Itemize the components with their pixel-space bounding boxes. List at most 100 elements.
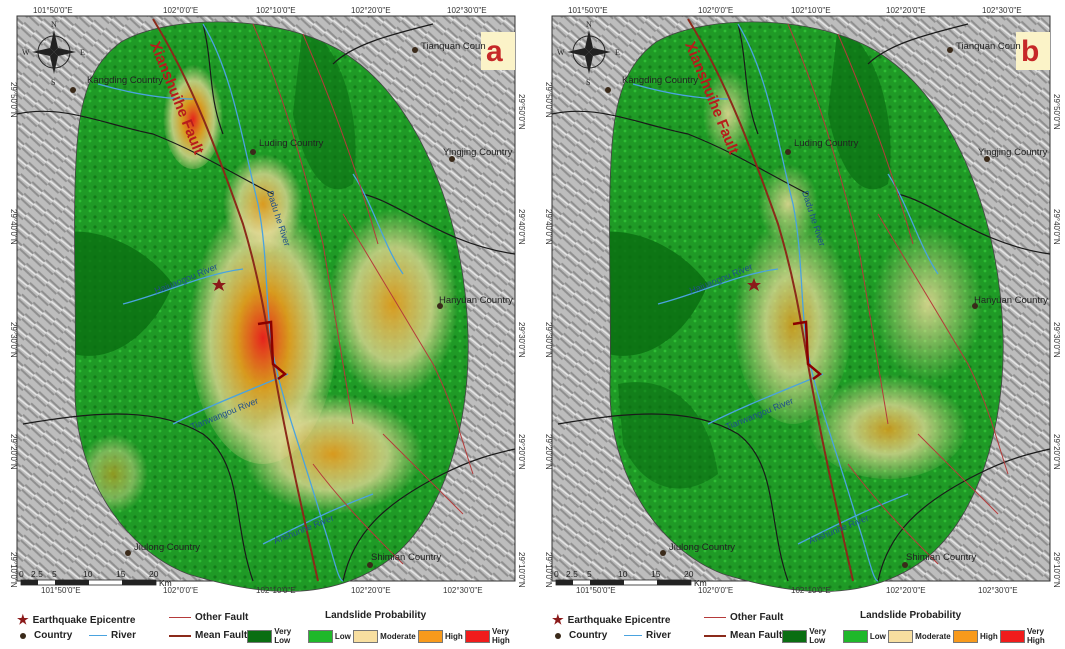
top-ticks: 101°50'0"E 102°0'0"E 102°10'0"E 102°20'0… — [568, 6, 1022, 15]
swatch-low — [842, 629, 868, 643]
svg-text:102°10'0"E: 102°10'0"E — [791, 586, 831, 595]
faults — [687, 18, 1009, 582]
svg-text:0: 0 — [554, 569, 559, 579]
left-ticks: 29°50'0"N 29°40'0"N 29°30'0"N 29°20'0"N … — [544, 82, 553, 588]
svg-text:101°50'0"E: 101°50'0"E — [33, 6, 73, 15]
dot-icon — [555, 632, 561, 639]
legend-probability-title: Landslide Probability — [325, 610, 427, 621]
svg-text:15: 15 — [651, 569, 661, 579]
faults — [152, 18, 474, 582]
mean-fault-line-icon — [704, 634, 726, 637]
legend-epicentre: ★ Earthquake Epicentre — [17, 612, 136, 627]
svg-text:29°20'0"N: 29°20'0"N — [544, 434, 553, 470]
svg-text:101°50'0"E: 101°50'0"E — [576, 586, 616, 595]
compass-e: E — [80, 48, 85, 57]
place-kangding: Kangding Country — [622, 75, 698, 86]
compass-s: S — [586, 78, 590, 87]
swatch-moderate — [887, 629, 914, 643]
place-yingjing: Yingjing Country — [978, 147, 1048, 158]
svg-text:29°30'0"N: 29°30'0"N — [517, 322, 526, 358]
legend-other-fault: Other Fault — [169, 612, 248, 623]
swatch-high — [952, 629, 978, 643]
place-kangding: Kangding Country — [87, 75, 163, 86]
svg-text:29°20'0"N: 29°20'0"N — [9, 434, 18, 470]
svg-text:0: 0 — [19, 569, 24, 579]
other-fault-line-icon — [704, 617, 726, 618]
legend-probability-classes: Very Low Low Moderate High Very High — [782, 627, 1062, 645]
legend-epicentre: ★ Earthquake Epicentre — [552, 612, 671, 627]
panel-label: a — [486, 35, 503, 68]
svg-text:102°30'0"E: 102°30'0"E — [978, 586, 1018, 595]
place-markers: Tianquan Coun Kangding Country Luding Co… — [70, 41, 513, 568]
dot-icon — [20, 632, 26, 639]
bottom-ticks: 101°50'0"E 102°0'0"E 102°10'0"E 102°20'0… — [576, 586, 1018, 595]
swatch-low — [307, 629, 333, 643]
svg-text:102°20'0"E: 102°20'0"E — [886, 586, 926, 595]
county-boundaries — [16, 23, 516, 582]
svg-text:29°30'0"N: 29°30'0"N — [1052, 322, 1061, 358]
svg-text:102°30'0"E: 102°30'0"E — [982, 6, 1022, 15]
svg-text:20: 20 — [684, 569, 694, 579]
legend-country: Country — [552, 630, 607, 641]
svg-text:5: 5 — [587, 569, 592, 579]
svg-text:102°0'0"E: 102°0'0"E — [163, 6, 198, 15]
river-line-icon — [89, 635, 107, 636]
place-markers: Tianquan Coun Kangding Country Luding Co… — [605, 41, 1048, 568]
legend-b: ★ Earthquake Epicentre Country River Oth… — [538, 608, 1062, 648]
svg-text:29°10'0"N: 29°10'0"N — [9, 552, 18, 588]
svg-text:102°30'0"E: 102°30'0"E — [443, 586, 483, 595]
right-ticks: 29°50'0"N 29°40'0"N 29°30'0"N 29°20'0"N … — [517, 94, 526, 588]
legend-river: River — [624, 630, 671, 641]
svg-text:29°40'0"N: 29°40'0"N — [544, 209, 553, 245]
svg-text:2.5: 2.5 — [31, 569, 43, 579]
legend-mean-fault: Mean Fault — [169, 630, 247, 641]
svg-text:102°20'0"E: 102°20'0"E — [351, 6, 391, 15]
compass-n: N — [586, 20, 592, 29]
epicentre-marker — [747, 278, 761, 291]
map-svg-a: N S W E a Xianshuihe Fault Tianquan Coun… — [9, 6, 526, 595]
legend-country: Country — [17, 630, 72, 641]
epicentre-marker — [212, 278, 226, 291]
legend-probability-classes: Very Low Low Moderate High Very High — [247, 627, 527, 645]
scale-bar: 0 2.5 5 10 15 20 Km — [554, 569, 707, 588]
legend-mean-fault: Mean Fault — [704, 630, 782, 641]
svg-text:Km: Km — [159, 578, 172, 588]
svg-text:29°10'0"N: 29°10'0"N — [517, 552, 526, 588]
place-hanyuan: Hanyuan Country — [974, 295, 1048, 306]
compass-w: W — [22, 48, 30, 57]
legend-a: ★ Earthquake Epicentre Country River Oth… — [3, 608, 527, 648]
place-jiulong: Jiulong Country — [134, 542, 200, 553]
svg-text:102°20'0"E: 102°20'0"E — [351, 586, 391, 595]
map-panel-a: N S W E a Xianshuihe Fault Tianquan Coun… — [3, 4, 527, 646]
place-tianquan: Tianquan Coun — [421, 41, 486, 52]
svg-text:102°10'0"E: 102°10'0"E — [791, 6, 831, 15]
svg-text:29°50'0"N: 29°50'0"N — [517, 94, 526, 130]
svg-text:29°30'0"N: 29°30'0"N — [9, 322, 18, 358]
svg-text:29°20'0"N: 29°20'0"N — [1052, 434, 1061, 470]
svg-text:29°50'0"N: 29°50'0"N — [1052, 94, 1061, 130]
place-yingjing: Yingjing Country — [443, 147, 513, 158]
swatch-very-low — [782, 629, 808, 643]
svg-text:102°20'0"E: 102°20'0"E — [886, 6, 926, 15]
place-shimian: Shimian Country — [371, 552, 441, 563]
place-shimian: Shimian Country — [906, 552, 976, 563]
probability-surface — [609, 21, 1004, 592]
place-jiulong: Jiulong Country — [669, 542, 735, 553]
compass-s: S — [51, 78, 55, 87]
svg-text:29°50'0"N: 29°50'0"N — [9, 82, 18, 118]
mean-fault-line-icon — [169, 634, 191, 637]
map-svg-b: N S W E b Xianshuihe Fault Tianquan Coun… — [544, 6, 1061, 595]
swatch-moderate — [352, 629, 379, 643]
svg-text:29°50'0"N: 29°50'0"N — [544, 82, 553, 118]
place-luding: Luding Country — [794, 138, 859, 149]
star-icon: ★ — [552, 612, 564, 627]
svg-text:101°50'0"E: 101°50'0"E — [41, 586, 81, 595]
compass-rose: N S W E — [22, 20, 85, 87]
svg-text:102°0'0"E: 102°0'0"E — [698, 6, 733, 15]
compass-n: N — [51, 20, 57, 29]
compass-e: E — [615, 48, 620, 57]
right-ticks: 29°50'0"N 29°40'0"N 29°30'0"N 29°20'0"N … — [1052, 94, 1061, 588]
place-tianquan: Tianquan Coun — [956, 41, 1021, 52]
svg-text:29°10'0"N: 29°10'0"N — [1052, 552, 1061, 588]
svg-text:Km: Km — [694, 578, 707, 588]
